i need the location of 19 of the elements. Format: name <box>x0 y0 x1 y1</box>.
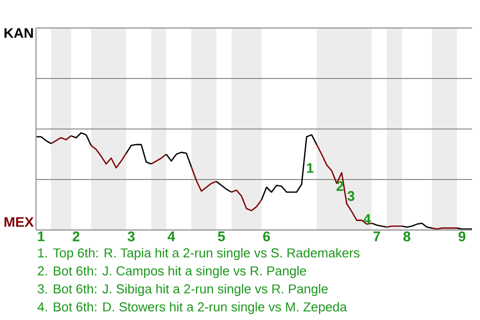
x-tick-label: 3 <box>128 232 135 242</box>
text: KAN <box>4 28 33 38</box>
text: 4. Bot 6th: D. Stowers hit a 2-run single vs M. Zepeda <box>38 302 347 314</box>
x-tick-label: 9 <box>458 232 466 242</box>
x-tick-label: 8 <box>403 232 410 242</box>
annotation: 1 <box>307 163 314 173</box>
text: 2. Bot 6th: J. Campos hit a single vs R. Pangle <box>38 266 306 278</box>
x-tick-label: 2 <box>72 232 80 242</box>
annotation: 2 <box>336 181 344 191</box>
text: 3. Bot 6th: J. Sibiga hit a 2-run single vs R. Pangle <box>38 284 328 296</box>
text: 1. Top 6th: R. Tapia hit a 2-run single vs S. Rademakers <box>38 248 360 260</box>
text: MEX <box>4 217 34 227</box>
x-tick-label: 7 <box>374 232 380 242</box>
x-tick-label: 6 <box>263 232 270 242</box>
annotation: 4 <box>363 214 371 224</box>
annotation: 3 <box>347 191 354 201</box>
x-tick-label: 5 <box>218 232 225 242</box>
x-tick-label: 4 <box>168 232 176 242</box>
x-tick-label: 1 <box>38 232 45 242</box>
